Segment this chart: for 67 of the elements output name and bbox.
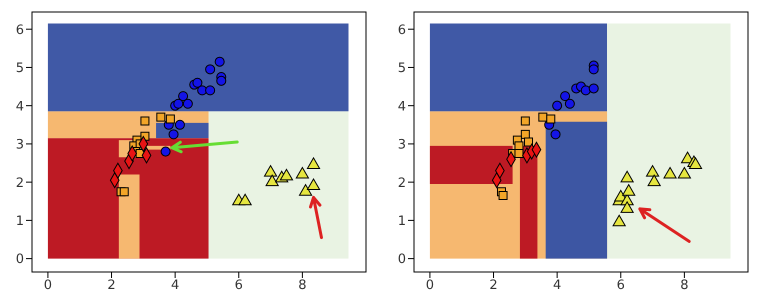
point xyxy=(550,129,561,140)
point xyxy=(205,64,216,74)
point xyxy=(306,157,320,169)
point xyxy=(214,56,225,67)
point xyxy=(514,148,524,158)
y-tick-label: 2 xyxy=(16,176,24,191)
x-tick-label: 2 xyxy=(489,278,498,294)
point xyxy=(538,112,548,122)
point xyxy=(280,168,294,180)
point xyxy=(580,85,591,96)
y-tick-label: 1 xyxy=(398,214,406,229)
y-tick-label: 3 xyxy=(398,138,406,153)
x-tick-label: 2 xyxy=(107,278,116,294)
y-tick-label: 4 xyxy=(16,99,24,114)
x-tick-label: 8 xyxy=(298,278,307,294)
point xyxy=(238,194,252,206)
point xyxy=(216,76,226,86)
point xyxy=(120,187,129,196)
x-tick-label: 6 xyxy=(234,278,243,294)
point xyxy=(192,78,202,88)
point xyxy=(266,174,279,186)
y-tick-label: 2 xyxy=(398,176,406,191)
point xyxy=(168,129,179,140)
point xyxy=(546,114,556,124)
point xyxy=(560,91,570,102)
point xyxy=(678,166,691,179)
x-tick-label: 0 xyxy=(44,278,52,294)
point xyxy=(612,214,626,226)
point xyxy=(264,165,278,177)
point xyxy=(552,100,562,111)
point xyxy=(182,98,193,109)
point xyxy=(156,112,166,122)
y-tick-label: 0 xyxy=(16,252,24,268)
x-tick-label: 8 xyxy=(680,278,689,294)
y-tick-label: 5 xyxy=(16,61,24,76)
point xyxy=(648,174,661,186)
y-tick-label: 1 xyxy=(16,214,24,229)
x-tick-label: 0 xyxy=(426,278,434,294)
point xyxy=(173,98,184,109)
point xyxy=(296,166,309,179)
point xyxy=(140,116,150,126)
x-tick-label: 6 xyxy=(616,278,625,294)
point xyxy=(520,116,530,126)
point xyxy=(160,146,171,157)
x-tick-label: 4 xyxy=(553,278,562,294)
y-tick-label: 0 xyxy=(398,252,406,268)
point xyxy=(663,166,677,179)
y-tick-label: 4 xyxy=(398,99,406,114)
y-tick-label: 6 xyxy=(16,22,24,38)
point xyxy=(646,165,660,177)
point xyxy=(178,91,188,102)
y-tick-label: 5 xyxy=(398,61,406,76)
point xyxy=(588,64,599,74)
point xyxy=(306,178,320,190)
point xyxy=(524,138,534,146)
y-tick-label: 6 xyxy=(398,22,406,38)
point xyxy=(298,184,312,196)
point xyxy=(620,201,634,213)
point xyxy=(174,120,185,130)
x-tick-label: 4 xyxy=(171,278,180,294)
point xyxy=(166,114,175,124)
point xyxy=(564,98,575,109)
point xyxy=(620,170,634,182)
point xyxy=(588,83,599,94)
point xyxy=(205,85,216,96)
y-tick-label: 3 xyxy=(16,138,24,153)
point xyxy=(622,184,636,196)
